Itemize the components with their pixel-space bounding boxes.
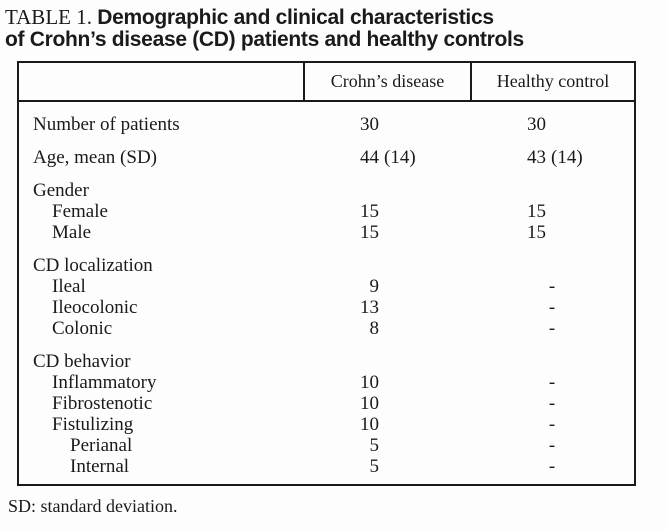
cell-value: 15: [360, 222, 379, 243]
row-label: Female: [52, 201, 108, 222]
table-row: Gender: [19, 180, 634, 201]
cell-dash: -: [548, 414, 556, 435]
row-label: Number of patients: [33, 114, 180, 135]
row-label: Internal: [70, 456, 130, 477]
row-label: Ileocolonic: [52, 297, 138, 318]
cell-value: 10: [360, 372, 379, 393]
cell-sd-value: (14): [384, 147, 416, 168]
row-label: Ileal: [52, 276, 86, 297]
caption-title-line2: of Crohn’s disease (CD) patients and hea…: [5, 28, 524, 51]
column-header-crohns-disease: Crohn’s disease: [303, 63, 470, 100]
cell-value: 15: [527, 201, 546, 222]
cell-value: 15: [527, 222, 546, 243]
row-label: Fistulizing: [52, 414, 134, 435]
row-label: Male: [52, 222, 92, 243]
table-row: Colonic 8 -: [19, 318, 634, 339]
table-body: Number of patients 30 30 Age, mean (SD) 44 (1…: [19, 102, 634, 477]
caption-label: TABLE 1.: [5, 5, 92, 29]
table-row: CD behavior: [19, 351, 634, 372]
cell-dash: -: [548, 297, 556, 318]
cell-sd-value: (14): [551, 147, 583, 168]
table-row: CD localization: [19, 255, 634, 276]
footnote: SD: standard deviation.: [8, 496, 178, 516]
demographics-table: Crohn’s disease Healthy control Number o…: [17, 61, 636, 486]
cell-dash: -: [548, 318, 556, 339]
cell-dash: -: [548, 276, 556, 297]
table-header-row: Crohn’s disease Healthy control: [19, 63, 634, 102]
row-label: Perianal: [70, 435, 133, 456]
row-label: CD behavior: [33, 351, 131, 372]
row-label: Fibrostenotic: [52, 393, 153, 414]
table-row: Inflammatory 10 -: [19, 372, 634, 393]
cell-value: 10: [360, 393, 379, 414]
table-row: Fistulizing 10 -: [19, 414, 634, 435]
cell-dash: -: [548, 435, 556, 456]
table-caption: TABLE 1. Demographic and clinical charac…: [5, 6, 524, 51]
caption-line-1: TABLE 1. Demographic and clinical charac…: [5, 6, 524, 29]
column-header-healthy-control: Healthy control: [470, 63, 634, 100]
cell-value: 44: [360, 147, 379, 168]
table-row: Ileal 9 -: [19, 276, 634, 297]
table-row: Male 15 15: [19, 222, 634, 243]
table-row: Age, mean (SD) 44 (14) 43 (14): [19, 147, 634, 168]
cell-value: 9: [369, 276, 380, 297]
table-row: Female 15 15: [19, 201, 634, 222]
cell-value: 5: [369, 435, 380, 456]
caption-title-line1: Demographic and clinical characteristics: [97, 6, 494, 29]
cell-value: 5: [369, 456, 380, 477]
row-label: Inflammatory: [52, 372, 157, 393]
table-row: Ileocolonic 13 -: [19, 297, 634, 318]
cell-value: 10: [360, 414, 379, 435]
cell-dash: -: [548, 393, 556, 414]
table-row: Fibrostenotic 10 -: [19, 393, 634, 414]
table-row: Internal 5 -: [19, 456, 634, 477]
cell-dash: -: [548, 372, 556, 393]
cell-value: 8: [369, 318, 380, 339]
cell-value: 15: [360, 201, 379, 222]
cell-value: 13: [360, 297, 379, 318]
cell-value: 30: [360, 114, 379, 135]
row-label: Age, mean (SD): [33, 147, 157, 168]
row-label: Colonic: [52, 318, 113, 339]
table-row: Number of patients 30 30: [19, 114, 634, 135]
cell-value: 43: [527, 147, 546, 168]
row-label: Gender: [33, 180, 89, 201]
cell-value: 30: [527, 114, 546, 135]
table-row: Perianal 5 -: [19, 435, 634, 456]
cell-dash: -: [548, 456, 556, 477]
row-label: CD localization: [33, 255, 153, 276]
